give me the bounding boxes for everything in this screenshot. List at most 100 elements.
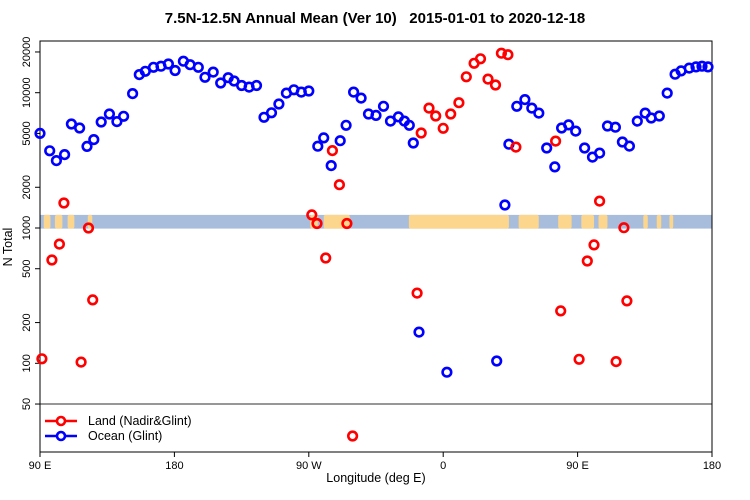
x-tick-label: 90 E <box>29 460 52 472</box>
data-point <box>618 222 630 234</box>
data-point <box>533 107 545 119</box>
land-patch <box>643 214 648 229</box>
legend: Land (Nadir&Glint) Ocean (Glint) <box>44 413 192 443</box>
land-patch <box>656 214 662 229</box>
data-point <box>320 252 332 264</box>
ocean-series-key-icon <box>45 430 77 441</box>
x-tick-label: 180 <box>165 460 183 472</box>
data-point <box>653 110 665 122</box>
data-point <box>377 100 390 112</box>
data-point <box>623 140 636 152</box>
data-point <box>169 64 181 77</box>
data-point <box>702 61 714 73</box>
data-point <box>207 66 219 78</box>
data-point <box>334 135 346 147</box>
data-point <box>453 97 465 109</box>
data-point <box>593 147 606 159</box>
data-point <box>215 77 227 89</box>
data-point <box>340 119 352 131</box>
y-tick-label: 50 <box>21 398 33 410</box>
data-point <box>75 356 87 368</box>
land-patch <box>43 214 51 229</box>
x-tick-label: 0 <box>440 460 446 472</box>
land-series-key-icon <box>45 415 77 426</box>
data-point <box>482 73 494 85</box>
y-axis-ticks: 20000 10000 5000 2000 1000 500 200 100 50 <box>21 37 40 410</box>
data-point <box>326 145 339 157</box>
data-point <box>82 222 95 234</box>
data-point <box>423 102 435 114</box>
data-point <box>502 49 514 61</box>
data-point <box>526 102 538 114</box>
data-point <box>95 116 107 128</box>
data-point <box>578 142 591 154</box>
data-point <box>430 110 442 122</box>
data-point <box>555 305 567 317</box>
data-point <box>199 71 211 83</box>
land-patch <box>581 214 595 229</box>
data-point <box>81 140 93 152</box>
land-patch <box>408 214 509 229</box>
plot-box <box>39 40 713 453</box>
data-point <box>318 132 330 144</box>
series-land-points <box>36 47 633 442</box>
data-point <box>192 61 204 73</box>
data-point <box>117 110 130 122</box>
x-tick-label: 90 W <box>296 460 322 472</box>
series-ocean-points <box>34 55 714 378</box>
legend-label-ocean: Ocean (Glint) <box>88 428 163 443</box>
data-point <box>549 161 561 173</box>
data-point <box>355 92 367 104</box>
land-ocean-band <box>40 214 712 229</box>
y-tick-label: 500 <box>21 260 33 278</box>
data-point <box>581 255 593 267</box>
data-point <box>621 295 633 307</box>
data-point <box>549 135 562 147</box>
y-axis-title: N Total <box>1 227 15 267</box>
data-point <box>631 115 643 127</box>
data-point <box>73 122 86 134</box>
data-point <box>445 108 457 120</box>
data-point <box>303 85 315 97</box>
land-patch <box>54 214 63 229</box>
data-point <box>34 127 46 139</box>
data-point <box>348 86 360 98</box>
chart-title: 7.5N-12.5N Annual Mean (Ver 10) 2015-01-… <box>164 10 586 27</box>
data-point <box>541 142 553 154</box>
data-point <box>50 155 63 167</box>
data-point <box>696 60 708 72</box>
data-point <box>87 294 99 306</box>
data-point <box>341 217 353 230</box>
y-tick-label: 1000 <box>21 216 33 240</box>
data-point <box>610 356 622 368</box>
data-point <box>127 87 139 100</box>
data-point <box>495 47 508 59</box>
data-point <box>573 353 585 365</box>
data-point <box>250 79 263 92</box>
data-point <box>499 199 511 211</box>
data-point <box>489 79 502 91</box>
data-point <box>265 107 278 119</box>
legend-item-ocean: Ocean (Glint) <box>44 428 192 443</box>
data-point <box>474 53 487 65</box>
data-point <box>415 127 427 139</box>
data-point <box>36 353 48 365</box>
data-point <box>370 109 382 121</box>
data-point <box>325 160 337 172</box>
ocean-band <box>40 214 712 229</box>
y-tick-label: 100 <box>21 354 33 372</box>
land-patch <box>558 214 572 229</box>
data-point <box>491 355 503 367</box>
data-point <box>441 366 453 378</box>
data-point <box>111 115 123 128</box>
y-tick-label: 10000 <box>21 77 33 108</box>
x-axis-title: Longitude (deg E) <box>326 471 426 485</box>
data-point <box>44 145 56 157</box>
data-point <box>511 100 523 112</box>
data-point <box>411 287 423 299</box>
x-tick-label: 180 <box>703 460 721 472</box>
data-point <box>413 326 425 338</box>
y-tick-label: 5000 <box>21 121 33 145</box>
x-tick-label: 90 E <box>566 460 589 472</box>
